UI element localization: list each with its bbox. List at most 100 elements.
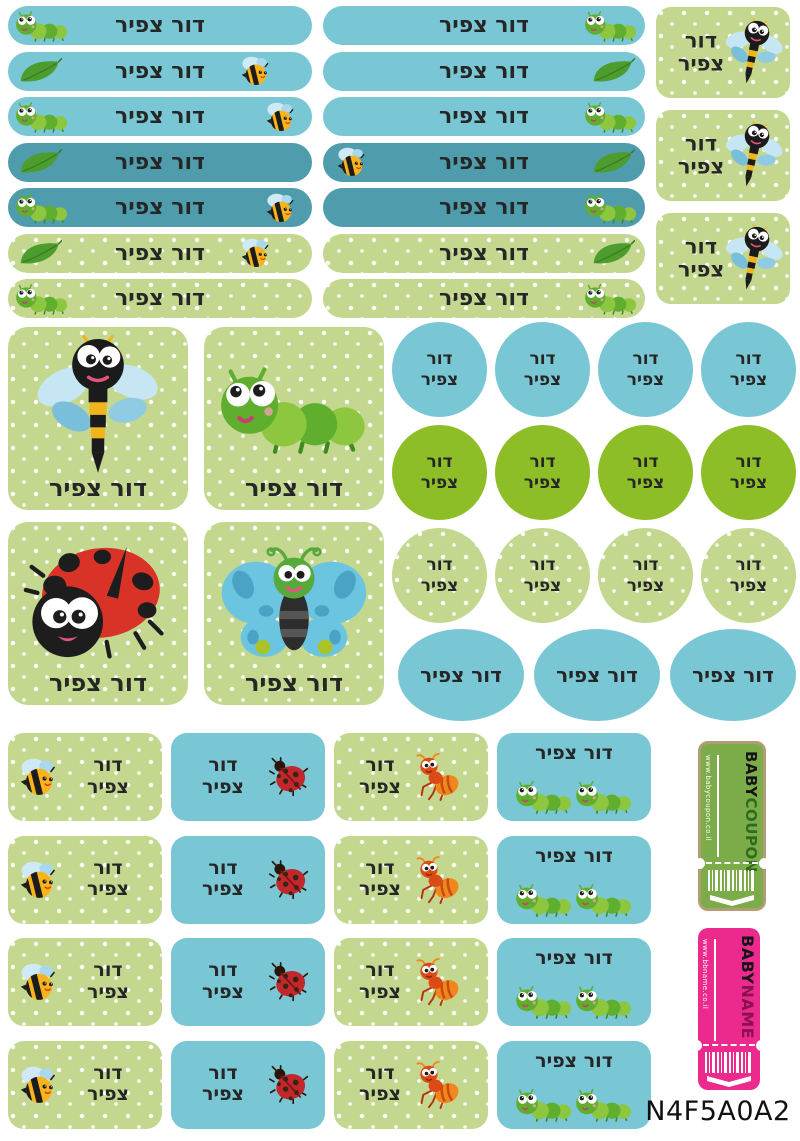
coupon-brand: BABYNAME bbox=[738, 935, 757, 1040]
name-label: דור צפיר bbox=[626, 555, 665, 596]
name-label: דור צפיר bbox=[359, 856, 401, 901]
name-label: דור צפיר bbox=[115, 104, 205, 129]
notch bbox=[691, 1039, 702, 1051]
name-sticker-rect: דור צפיר bbox=[497, 733, 651, 821]
round-sticker-grid: דור צפיר דור צפיר דור צפיר דור צפיר דור צפיר … bbox=[392, 322, 796, 623]
name-label: דור צפיר bbox=[439, 286, 529, 311]
name-label: דור צפיר bbox=[48, 669, 148, 697]
notch bbox=[694, 857, 705, 869]
coupon-brand: BABYCOUPON bbox=[742, 751, 760, 873]
name-label: דור צפיר bbox=[729, 555, 768, 596]
ladybug-top-icon bbox=[268, 757, 310, 797]
barcode-icon bbox=[705, 1052, 753, 1073]
caterpillar-icon bbox=[515, 1088, 573, 1122]
name-sticker-rect: דור צפיר bbox=[497, 938, 651, 1026]
bee-icon bbox=[16, 962, 62, 1002]
caterpillar-icon bbox=[515, 883, 573, 917]
name-label: דור צפיר bbox=[244, 474, 344, 502]
leaf-icon bbox=[591, 148, 635, 176]
name-label: דור צפיר bbox=[729, 452, 768, 493]
name-label: דור צפיר bbox=[87, 754, 129, 798]
name-label: דור צפיר bbox=[729, 349, 768, 390]
name-label: דור צפיר bbox=[202, 754, 244, 798]
baby-name-ticket: www.bbname.co.il BABYNAME bbox=[691, 928, 767, 1090]
name-sticker-oval: דור צפיר bbox=[670, 629, 796, 721]
oval-sticker-row: דור צפיר דור צפיר דור צפיר bbox=[398, 629, 796, 721]
name-label: דור צפיר bbox=[523, 555, 562, 596]
name-sticker-mini: דור צפיר bbox=[656, 110, 790, 201]
name-sticker-mini: דור צפיר bbox=[656, 213, 790, 304]
leaf-icon bbox=[18, 239, 62, 267]
name-strip: דור צפיר bbox=[323, 279, 645, 318]
divider bbox=[714, 939, 716, 1041]
name-label: דור צפיר bbox=[87, 856, 129, 901]
name-sticker-rect: דור צפיר bbox=[8, 835, 162, 924]
barcode-icon bbox=[708, 870, 756, 891]
notch bbox=[759, 857, 770, 869]
ant-icon bbox=[415, 957, 461, 1007]
name-strip: דור צפיר bbox=[323, 6, 645, 45]
name-sticker-round: דור צפיר bbox=[701, 322, 796, 417]
name-label: דור צפיר bbox=[556, 663, 638, 687]
name-sticker-rect: דור צפיר bbox=[171, 938, 325, 1026]
name-sticker-rect: דור צפיר bbox=[171, 733, 325, 821]
name-strip: דור צפיר bbox=[8, 51, 312, 91]
square-sticker-grid: דור צפיר דור צפיר דור צפיר דור צפיר bbox=[8, 327, 384, 705]
name-strip: דור צפיר bbox=[323, 97, 645, 136]
name-label: דור צפיר bbox=[115, 195, 205, 220]
name-sticker-rect: דור צפיר bbox=[334, 1040, 488, 1129]
bee-icon bbox=[238, 238, 274, 269]
ladybug-top-icon bbox=[268, 860, 310, 900]
name-label: דור צפיר bbox=[677, 27, 725, 76]
name-sticker-rect: דור צפיר bbox=[497, 835, 651, 924]
name-label: דור צפיר bbox=[359, 1061, 401, 1106]
leaf-icon bbox=[18, 57, 62, 85]
name-label: דור צפיר bbox=[115, 58, 205, 84]
ant-icon bbox=[415, 752, 461, 802]
name-strip: דור צפיר bbox=[323, 233, 645, 273]
name-label: דור צפיר bbox=[626, 452, 665, 493]
coupon-website: www.bbname.co.il bbox=[701, 939, 709, 1010]
caterpillar-icon bbox=[584, 101, 638, 133]
ladybug-top-icon bbox=[268, 962, 310, 1002]
name-sticker-rect: דור צפיר bbox=[171, 835, 325, 924]
ant-icon bbox=[415, 1060, 461, 1110]
dragonfly-icon bbox=[37, 335, 159, 476]
caterpillar-icon bbox=[515, 780, 573, 814]
butterfly-icon bbox=[220, 542, 368, 670]
name-label: דור צפיר bbox=[523, 452, 562, 493]
name-strip: דור צפיר bbox=[323, 142, 645, 182]
name-label: דור צפיר bbox=[439, 240, 529, 266]
rect-sticker-grid: דור צפיר דור צפיר דור צפיר דור צפיר דור צפיר… bbox=[8, 733, 651, 1129]
caterpillar-icon bbox=[575, 985, 633, 1019]
name-label: דור צפיר bbox=[420, 663, 502, 687]
caterpillar-icon bbox=[575, 1088, 633, 1122]
name-sticker-round: דור צפיר bbox=[495, 322, 590, 417]
leaf-icon bbox=[591, 239, 635, 267]
dragonfly-icon bbox=[717, 214, 790, 302]
name-strip: דור צפיר bbox=[323, 51, 645, 91]
name-sticker-round: דור צפיר bbox=[495, 528, 590, 623]
caterpillar-icon bbox=[575, 780, 633, 814]
perforation-line bbox=[706, 862, 758, 864]
name-label: דור צפיר bbox=[202, 1061, 244, 1106]
chevron-down-icon bbox=[707, 1076, 751, 1087]
caterpillar-icon bbox=[15, 192, 69, 224]
divider bbox=[717, 755, 719, 857]
name-label: דור צפיר bbox=[115, 13, 205, 38]
name-strip: דור צפיר bbox=[8, 97, 312, 136]
name-label: דור צפיר bbox=[535, 742, 613, 764]
caterpillar-icon bbox=[575, 883, 633, 917]
name-sticker-round: דור צפיר bbox=[495, 425, 590, 520]
name-sticker-round: דור צפיר bbox=[392, 425, 487, 520]
dragonfly-icon bbox=[717, 8, 790, 96]
name-label: דור צפיר bbox=[439, 195, 529, 220]
name-sticker-oval: דור צפיר bbox=[398, 629, 524, 721]
caterpillar-icon bbox=[584, 283, 638, 315]
name-label: דור צפיר bbox=[244, 669, 344, 697]
name-label: דור צפיר bbox=[677, 233, 725, 282]
product-code: N4F5A0A2 bbox=[645, 1096, 791, 1127]
name-sticker-square: דור צפיר bbox=[8, 522, 188, 705]
baby-coupon-ticket: www.babycoupon.co.il BABYCOUPON bbox=[694, 741, 770, 911]
name-strip: דור צפיר bbox=[8, 233, 312, 273]
